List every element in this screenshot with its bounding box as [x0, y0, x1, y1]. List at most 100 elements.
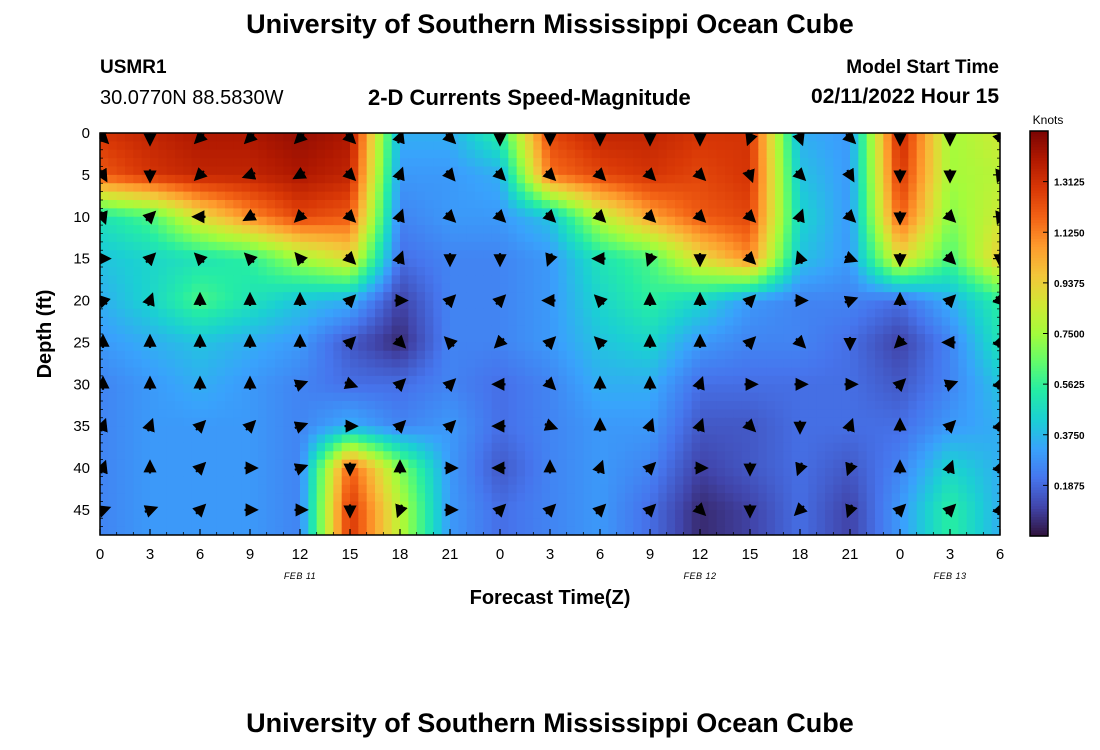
heat-cell: [516, 241, 526, 251]
heat-cell: [733, 241, 743, 251]
heat-cell: [241, 384, 251, 394]
heat-cell: [316, 141, 326, 151]
heat-cell: [383, 200, 393, 209]
heat-cell: [133, 476, 143, 486]
heat-cell: [108, 367, 118, 377]
heat-cell: [691, 216, 701, 226]
heat-cell: [666, 292, 676, 302]
heat-cell: [350, 141, 359, 151]
heat-cell: [516, 350, 526, 360]
heat-cell: [166, 325, 176, 335]
heat-cell: [125, 258, 134, 268]
heat-cell: [425, 375, 434, 385]
heat-cell: [191, 200, 201, 209]
heat-cell: [516, 451, 526, 461]
heat-cell: [600, 476, 609, 486]
heat-cell: [250, 350, 259, 360]
heat-cell: [966, 359, 976, 369]
heat-cell: [800, 384, 809, 394]
heat-cell: [883, 317, 893, 327]
heat-cell: [358, 426, 368, 436]
heat-cell: [950, 200, 959, 209]
heat-cell: [583, 267, 593, 276]
heat-cell: [558, 417, 568, 427]
heat-cell: [441, 241, 451, 251]
heat-cell: [233, 325, 243, 335]
heat-cell: [375, 426, 384, 436]
heat-cell: [708, 208, 718, 218]
heat-cell: [583, 317, 593, 327]
heat-cell: [875, 183, 884, 193]
heat-cell: [358, 375, 368, 385]
heat-cell: [975, 141, 984, 151]
heat-cell: [408, 459, 418, 469]
heat-cell: [150, 174, 159, 184]
heat-cell: [608, 459, 618, 469]
heat-cell: [550, 183, 559, 193]
heat-cell: [850, 250, 859, 260]
heat-cell: [750, 501, 759, 511]
heat-cell: [816, 241, 826, 251]
heat-cell: [250, 342, 259, 352]
heat-cell: [916, 267, 926, 276]
heat-cell: [725, 158, 734, 168]
heat-cell: [533, 359, 543, 369]
heat-cell: [441, 451, 451, 461]
heat-cell: [275, 401, 284, 410]
heat-cell: [183, 267, 193, 276]
heat-cell: [558, 225, 568, 235]
heat-cell: [533, 250, 543, 260]
heat-cell: [366, 141, 376, 151]
heat-cell: [875, 476, 884, 486]
heat-cell: [566, 484, 576, 494]
heat-cell: [983, 468, 993, 477]
heat-cell: [191, 401, 201, 410]
heat-cell: [775, 258, 784, 268]
heat-cell: [391, 158, 401, 168]
heat-cell: [250, 509, 259, 519]
heat-cell: [733, 334, 743, 343]
heat-cell: [583, 451, 593, 461]
heat-cell: [475, 509, 484, 519]
heat-cell: [800, 216, 809, 226]
heat-cell: [183, 459, 193, 469]
heat-cell: [516, 401, 526, 410]
heat-cell: [666, 367, 676, 377]
heat-cell: [158, 250, 168, 260]
heat-cell: [750, 225, 759, 235]
heat-cell: [791, 325, 801, 335]
heat-cell: [316, 216, 326, 226]
heat-cell: [608, 250, 618, 260]
heat-cell: [891, 308, 901, 318]
heat-cell: [808, 158, 818, 168]
heat-cell: [391, 200, 401, 209]
heat-cell: [283, 451, 293, 461]
heat-cell: [800, 367, 809, 377]
heat-cell: [425, 308, 434, 318]
heat-cell: [300, 468, 309, 477]
heat-cell: [975, 384, 984, 394]
heat-cell: [716, 200, 726, 209]
heat-cell: [358, 409, 368, 419]
heat-cell: [150, 308, 159, 318]
heat-cell: [925, 208, 934, 218]
heat-cell: [908, 468, 918, 477]
heat-cell: [675, 308, 684, 318]
heat-cell: [375, 191, 384, 201]
heat-cell: [291, 225, 301, 235]
heat-cell: [350, 300, 359, 310]
heat-cell: [791, 174, 801, 184]
heat-cell: [758, 459, 768, 469]
heat-cell: [858, 442, 868, 452]
heat-cell: [833, 233, 843, 243]
heat-cell: [941, 342, 951, 352]
heat-cell: [575, 484, 584, 494]
heat-cell: [791, 275, 801, 285]
heat-cell: [458, 141, 468, 151]
heat-cell: [433, 468, 443, 477]
heat-cell: [375, 166, 384, 176]
heat-cell: [358, 258, 368, 268]
heat-cell: [508, 325, 518, 335]
heat-cell: [216, 392, 226, 402]
heat-cell: [658, 166, 668, 176]
